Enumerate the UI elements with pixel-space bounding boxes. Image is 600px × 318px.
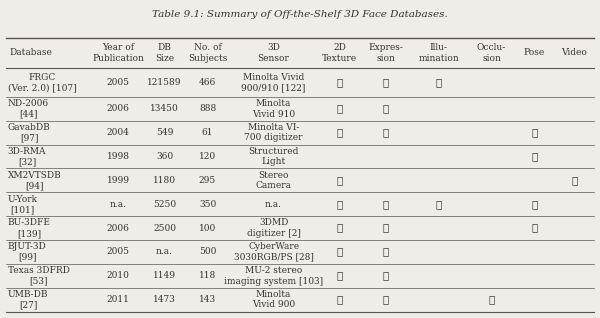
Text: 5250: 5250 [153, 200, 176, 209]
Text: 3DMD
digitizer [2]: 3DMD digitizer [2] [247, 218, 301, 238]
Text: 2005: 2005 [107, 247, 130, 257]
Text: ✓: ✓ [383, 104, 389, 113]
Text: ✓: ✓ [532, 128, 538, 137]
Text: 1998: 1998 [107, 152, 130, 161]
Text: Illu-
mination: Illu- mination [418, 43, 459, 63]
Text: 1999: 1999 [107, 176, 130, 185]
Text: BU-3DFE
[139]: BU-3DFE [139] [8, 218, 51, 238]
Text: Pose: Pose [524, 48, 545, 57]
Text: 61: 61 [202, 128, 213, 137]
Text: Minolta VI-
700 digitizer: Minolta VI- 700 digitizer [244, 123, 303, 142]
Text: Structured
Light: Structured Light [248, 147, 299, 166]
Text: UMB-DB
[27]: UMB-DB [27] [8, 290, 48, 309]
Text: ✓: ✓ [383, 128, 389, 137]
Text: 3D
Sensor: 3D Sensor [257, 43, 290, 63]
Text: 3D-RMA
[32]: 3D-RMA [32] [8, 147, 46, 166]
Text: ✓: ✓ [337, 247, 343, 257]
Text: Table 9.1: Summary of Off-the-Shelf 3D Face Databases.: Table 9.1: Summary of Off-the-Shelf 3D F… [152, 10, 448, 18]
Text: ✓: ✓ [436, 78, 442, 87]
Text: 549: 549 [156, 128, 173, 137]
Text: U-York
[101]: U-York [101] [8, 195, 38, 214]
Text: ✓: ✓ [383, 247, 389, 257]
Text: No. of
Subjects: No. of Subjects [188, 43, 227, 63]
Text: ✓: ✓ [337, 295, 343, 304]
Text: ✓: ✓ [532, 152, 538, 161]
Text: 2D
Texture: 2D Texture [322, 43, 357, 63]
Text: 500: 500 [199, 247, 216, 257]
Text: ✓: ✓ [337, 200, 343, 209]
Text: ✓: ✓ [532, 224, 538, 233]
Text: 1473: 1473 [153, 295, 176, 304]
Text: ✓: ✓ [383, 295, 389, 304]
Text: 2005: 2005 [107, 78, 130, 87]
Text: ✓: ✓ [532, 200, 538, 209]
Text: ✓: ✓ [383, 271, 389, 280]
Text: DB
Size: DB Size [155, 43, 174, 63]
Text: 2500: 2500 [153, 224, 176, 233]
Text: ✓: ✓ [337, 78, 343, 87]
Text: 2004: 2004 [107, 128, 130, 137]
Text: n.a.: n.a. [265, 200, 282, 209]
Text: 295: 295 [199, 176, 216, 185]
Text: 888: 888 [199, 104, 216, 113]
Text: 1180: 1180 [153, 176, 176, 185]
Text: BJUT-3D
[99]: BJUT-3D [99] [8, 242, 47, 262]
Text: Minolta
Vivid 900: Minolta Vivid 900 [252, 290, 295, 309]
Text: ND-2006
[44]: ND-2006 [44] [8, 99, 49, 119]
Text: 1149: 1149 [153, 271, 176, 280]
Text: 120: 120 [199, 152, 216, 161]
Text: Video: Video [561, 48, 587, 57]
Text: 13450: 13450 [150, 104, 179, 113]
Text: ✓: ✓ [436, 200, 442, 209]
Text: Texas 3DFRD
[53]: Texas 3DFRD [53] [8, 266, 70, 286]
Text: ✓: ✓ [488, 295, 495, 304]
Text: Database: Database [9, 48, 52, 57]
Text: ✓: ✓ [337, 271, 343, 280]
Text: ✓: ✓ [337, 176, 343, 185]
Text: ✓: ✓ [383, 224, 389, 233]
Text: 143: 143 [199, 295, 216, 304]
Text: Minolta
Vivid 910: Minolta Vivid 910 [252, 99, 295, 119]
Text: FRGC
(Ver. 2.0) [107]: FRGC (Ver. 2.0) [107] [8, 73, 76, 92]
Text: Minolta Vivid
900/910 [122]: Minolta Vivid 900/910 [122] [241, 73, 306, 92]
Text: 2011: 2011 [107, 295, 130, 304]
Text: ✓: ✓ [383, 200, 389, 209]
Text: 121589: 121589 [148, 78, 182, 87]
Text: 350: 350 [199, 200, 216, 209]
Text: ✓: ✓ [571, 176, 577, 185]
Text: 2010: 2010 [107, 271, 130, 280]
Text: 2006: 2006 [107, 224, 130, 233]
Text: Year of
Publication: Year of Publication [92, 43, 144, 63]
Text: CyberWare
3030RGB/PS [28]: CyberWare 3030RGB/PS [28] [233, 242, 314, 262]
Text: ✓: ✓ [337, 128, 343, 137]
Text: 118: 118 [199, 271, 216, 280]
Text: ✓: ✓ [337, 224, 343, 233]
Text: Occlu-
sion: Occlu- sion [477, 43, 506, 63]
Text: Expres-
sion: Expres- sion [368, 43, 403, 63]
Text: n.a.: n.a. [156, 247, 173, 257]
Text: 360: 360 [156, 152, 173, 161]
Text: n.a.: n.a. [110, 200, 127, 209]
Text: ✓: ✓ [337, 104, 343, 113]
Text: 466: 466 [199, 78, 216, 87]
Text: XM2VTSDB
[94]: XM2VTSDB [94] [8, 171, 62, 190]
Text: Stereo
Camera: Stereo Camera [256, 171, 292, 190]
Text: MU-2 stereo
imaging system [103]: MU-2 stereo imaging system [103] [224, 266, 323, 286]
Text: GavabDB
[97]: GavabDB [97] [8, 123, 50, 142]
Text: 2006: 2006 [107, 104, 130, 113]
Text: ✓: ✓ [383, 78, 389, 87]
Text: 100: 100 [199, 224, 216, 233]
